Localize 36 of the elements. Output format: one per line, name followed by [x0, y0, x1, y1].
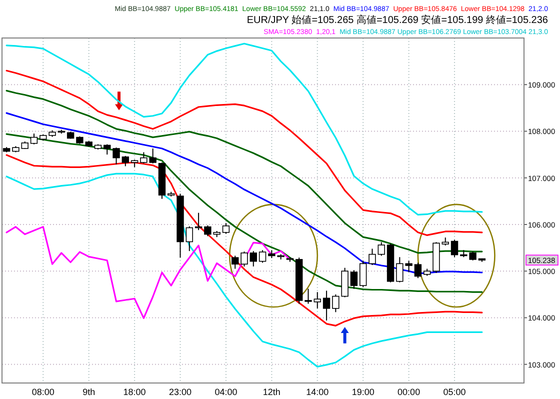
line-series	[6, 70, 483, 236]
line-series	[6, 90, 483, 254]
x-tick-label: 00:00	[398, 387, 420, 397]
candlestick	[112, 147, 120, 165]
candlestick	[322, 290, 330, 322]
line-series	[6, 133, 483, 293]
candlestick	[368, 248, 376, 266]
candlestick	[258, 250, 266, 264]
candlestick	[104, 144, 111, 156]
candlestick	[122, 155, 130, 167]
candlestick	[240, 251, 248, 267]
candlestick	[232, 255, 239, 270]
x-tick-label: 05:00	[443, 387, 466, 397]
candlestick	[414, 262, 422, 279]
x-tick-label: 08:00	[32, 387, 54, 397]
candlestick	[250, 250, 257, 267]
candlestick	[350, 270, 358, 290]
candlestick	[30, 133, 38, 145]
x-tick-label: 23:00	[169, 387, 192, 397]
line-series	[6, 42, 483, 216]
candlestick	[314, 292, 321, 309]
x-tick-label: 18:00	[123, 387, 146, 397]
line-series	[6, 172, 483, 368]
x-tick-label: 9th	[82, 387, 96, 397]
candlestick	[222, 222, 230, 234]
candlestick	[304, 288, 312, 304]
candlestick	[378, 242, 385, 256]
candlestick	[360, 260, 367, 288]
x-tick-label: 12th	[262, 387, 280, 397]
candlestick	[186, 226, 194, 252]
text: EUR/JPY 始値=105.265 高値=105.269 安値=105.199 終値=105.236	[246, 14, 548, 26]
x-tick-label: 19:00	[352, 387, 374, 397]
x-tick-label: 04:00	[214, 387, 238, 397]
candlestick	[450, 239, 458, 258]
x-tick-label: 14:00	[306, 387, 329, 397]
line-series	[6, 154, 483, 326]
